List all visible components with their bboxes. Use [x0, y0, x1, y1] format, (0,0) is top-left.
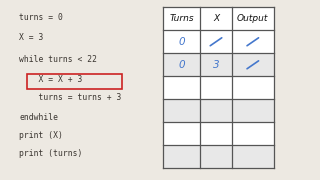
Bar: [163, 99, 274, 122]
Text: print (turns): print (turns): [19, 148, 83, 158]
Text: turns = 0: turns = 0: [19, 14, 63, 22]
Text: 0: 0: [178, 37, 185, 47]
Text: 3: 3: [213, 60, 219, 70]
Text: turns = turns + 3: turns = turns + 3: [19, 93, 122, 102]
Bar: [163, 7, 274, 168]
Text: Output: Output: [237, 14, 268, 23]
Text: print (X): print (X): [19, 130, 63, 140]
Text: endwhile: endwhile: [19, 112, 58, 122]
Text: 0: 0: [178, 60, 185, 70]
Text: X = X + 3: X = X + 3: [19, 75, 83, 84]
Bar: [163, 145, 274, 168]
Text: Turns: Turns: [169, 14, 194, 23]
Text: X: X: [213, 14, 219, 23]
Bar: [27, 74, 122, 89]
Text: X = 3: X = 3: [19, 33, 44, 42]
Text: while turns < 22: while turns < 22: [19, 55, 97, 64]
Bar: [163, 53, 274, 76]
